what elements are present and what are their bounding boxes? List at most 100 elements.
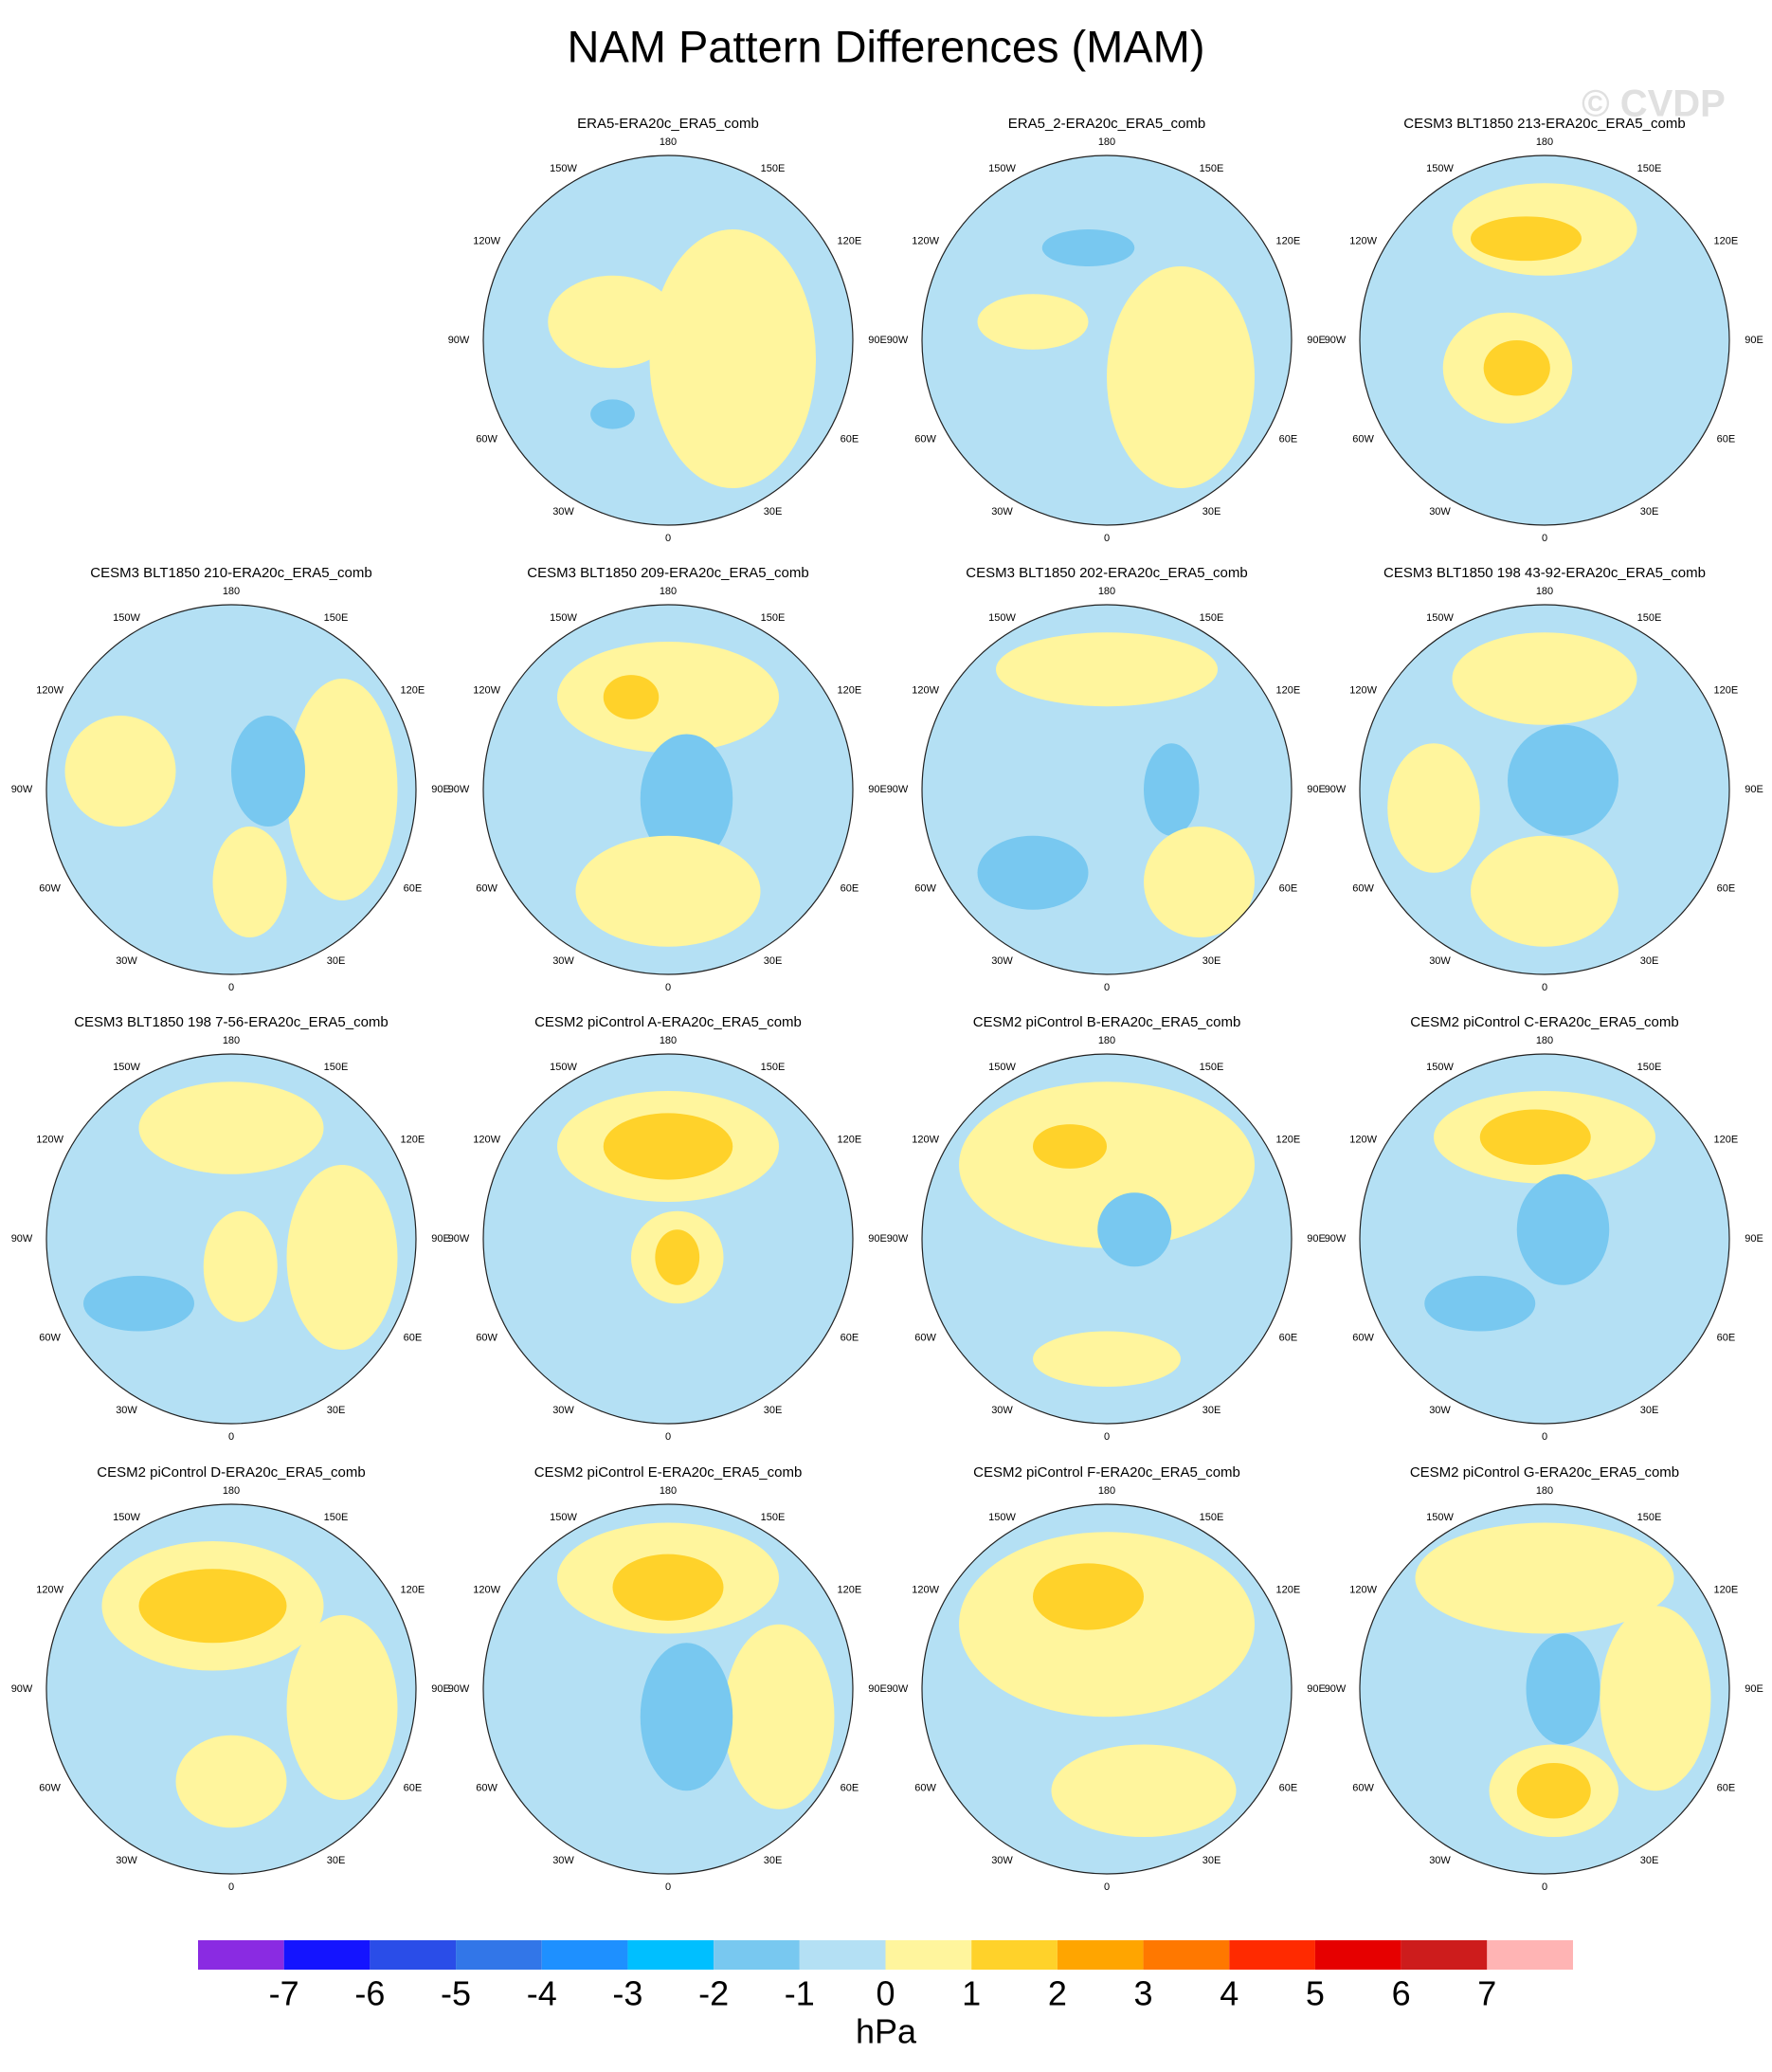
lon-label: 150W: [988, 1512, 1016, 1523]
lon-label: 180: [660, 136, 677, 148]
contour-region: [640, 1643, 733, 1791]
lon-label: 180: [223, 586, 240, 597]
map-panel: CESM3 BLT1850 202-ERA20c_ERA5_comb 180 150…: [887, 565, 1326, 993]
lon-label: 120E: [1714, 1134, 1739, 1145]
map-panel: CESM3 BLT1850 210-ERA20c_ERA5_comb 180 150…: [11, 565, 450, 993]
lon-label: 150E: [761, 1512, 786, 1523]
colorbar-tick-label: 4: [1220, 1974, 1239, 2013]
lon-label: 60E: [404, 1332, 423, 1343]
lon-label: 30E: [1202, 1405, 1221, 1416]
contours: [64, 679, 398, 937]
lon-label: 90E: [431, 1683, 450, 1695]
lon-label: 120W: [1349, 1584, 1377, 1595]
colorbar-box: [799, 1940, 886, 1970]
map-panel: CESM2 piControl C-ERA20c_ERA5_comb 180 150…: [1325, 1014, 1763, 1443]
contours: [1442, 183, 1637, 424]
lon-label: 30E: [1202, 955, 1221, 967]
map-border: [482, 604, 854, 975]
lon-label: 30W: [1429, 506, 1451, 518]
lon-label: 120E: [401, 684, 425, 696]
lon-label: 30E: [764, 1405, 783, 1416]
contour-region: [1107, 266, 1255, 488]
lon-label: 120E: [401, 1134, 425, 1145]
lon-label: 90W: [887, 335, 909, 346]
lon-label: 180: [1098, 136, 1115, 148]
contour-region: [557, 642, 779, 753]
contour-region: [1471, 216, 1582, 262]
map-panel: ERA5_2-ERA20c_ERA5_comb 180 150E 120E 90E 60E…: [887, 116, 1326, 544]
map-panel: ERA5-ERA20c_ERA5_comb 180 150E 120E 90E 60E 30…: [448, 116, 887, 544]
colorbar-tick-label: -5: [441, 1974, 471, 2013]
lon-label: 90E: [1307, 1233, 1326, 1245]
lon-label: 30E: [1202, 1855, 1221, 1866]
contours: [959, 1081, 1255, 1387]
lon-label: 60W: [914, 1782, 936, 1793]
map-border: [1359, 604, 1730, 975]
lon-label: 180: [1536, 1035, 1553, 1046]
lon-label: 60W: [914, 433, 936, 445]
lon-label: 150W: [550, 1512, 577, 1523]
lon-label: 0: [228, 982, 234, 993]
colorbar-tick-label: -3: [612, 1974, 642, 2013]
lon-label: 150E: [324, 1512, 349, 1523]
contour-region: [138, 1081, 324, 1174]
lon-label: 180: [1536, 586, 1553, 597]
colorbar-tick-label: 7: [1477, 1974, 1496, 2013]
lon-label: 150W: [1426, 163, 1454, 174]
lon-label: 0: [665, 1431, 671, 1443]
contours: [557, 1522, 835, 1809]
panel-title: CESM2 piControl F-ERA20c_ERA5_comb: [973, 1464, 1240, 1481]
lon-label: 60W: [1352, 433, 1374, 445]
colorbar-box: [541, 1940, 628, 1970]
colorbar-box: [283, 1940, 371, 1970]
colorbar-box: [1229, 1940, 1315, 1970]
contours: [1415, 1522, 1711, 1837]
lon-label: 120W: [473, 235, 500, 246]
lon-label: 120E: [1276, 1134, 1301, 1145]
lon-label: 0: [1542, 1431, 1547, 1443]
lon-label: 150W: [550, 163, 577, 174]
contour-region: [212, 827, 287, 937]
colorbar-tick-label: -4: [527, 1974, 557, 2013]
lon-label: 150W: [113, 1062, 140, 1073]
lon-label: 120W: [912, 235, 939, 246]
lon-label: 0: [1542, 982, 1547, 993]
contour-region: [203, 1210, 278, 1322]
lon-label: 0: [1542, 533, 1547, 544]
colorbar-tick-label: -2: [698, 1974, 729, 2013]
colorbar-box: [714, 1940, 800, 1970]
lon-label: 90E: [1307, 1683, 1326, 1695]
colorbar-box: [971, 1940, 1058, 1970]
colorbar-tick-label: 0: [876, 1974, 895, 2013]
panel-title: CESM2 piControl G-ERA20c_ERA5_comb: [1410, 1464, 1679, 1481]
panel-title: CESM3 BLT1850 198 7-56-ERA20c_ERA5_comb: [74, 1014, 389, 1030]
contour-region: [286, 1165, 398, 1350]
lon-label: 30E: [764, 1855, 783, 1866]
lon-label: 150E: [761, 612, 786, 624]
map-panel: CESM3 BLT1850 198 7-56-ERA20c_ERA5_comb 1…: [11, 1014, 450, 1443]
contour-region: [83, 1276, 194, 1332]
map-border: [921, 1503, 1293, 1875]
contour-region: [959, 1081, 1255, 1248]
lon-label: 30W: [116, 1855, 137, 1866]
lon-label: 30W: [552, 955, 574, 967]
lon-label: 90W: [887, 1683, 909, 1695]
lon-label: 90W: [887, 1233, 909, 1245]
contour-region: [655, 1229, 700, 1285]
lon-label: 120W: [912, 1134, 939, 1145]
lon-label: 60E: [1279, 1782, 1298, 1793]
contour-region: [603, 1113, 733, 1180]
lon-label: 60E: [841, 1332, 859, 1343]
panel-title: CESM3 BLT1850 213-ERA20c_ERA5_comb: [1403, 116, 1685, 132]
contour-region: [1144, 827, 1255, 937]
contours: [548, 229, 816, 488]
lon-label: 60E: [841, 433, 859, 445]
lon-label: 0: [1104, 533, 1110, 544]
colorbar-tick-label: 6: [1392, 1974, 1411, 2013]
lon-label: 60W: [476, 882, 497, 894]
lon-label: 60W: [914, 882, 936, 894]
lon-label: 120W: [1349, 235, 1377, 246]
lon-label: 120W: [473, 1134, 500, 1145]
map-panel: CESM3 BLT1850 198 43-92-ERA20c_ERA5_comb…: [1325, 565, 1763, 993]
watermark: © CVDP: [1582, 83, 1726, 125]
